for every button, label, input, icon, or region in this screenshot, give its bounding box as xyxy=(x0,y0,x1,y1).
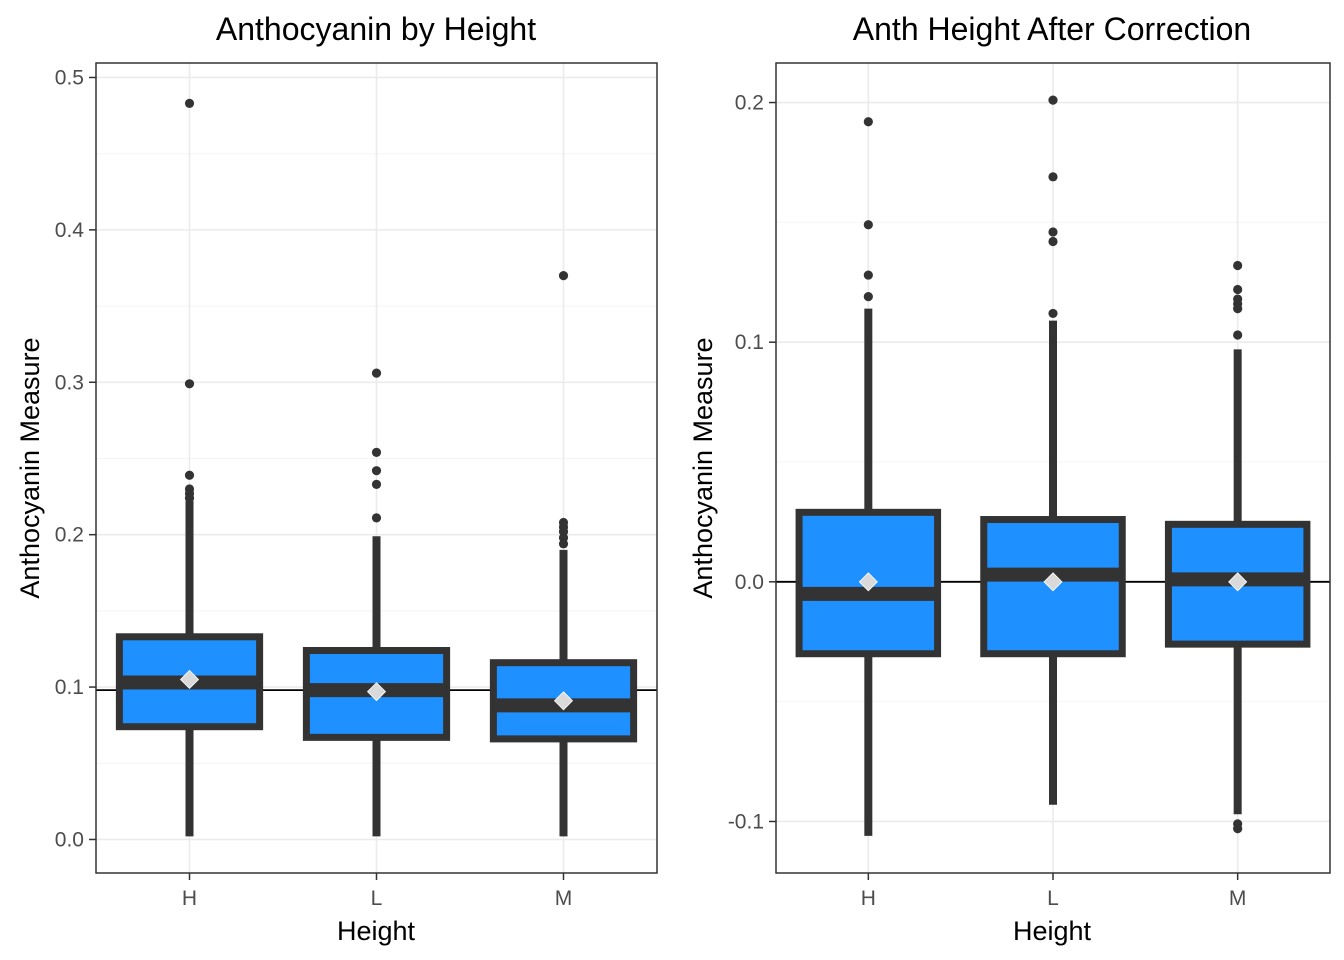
outlier-point xyxy=(863,117,873,127)
outlier-point xyxy=(1233,824,1243,834)
y-tick-label: 0.1 xyxy=(55,676,84,699)
box-m xyxy=(489,270,638,837)
x-tick-label: L xyxy=(1047,887,1059,910)
y-axis-label: Anthocyanin Measure xyxy=(688,337,718,598)
x-axis-label: Height xyxy=(337,916,416,946)
outlier-point xyxy=(1233,284,1243,295)
box-l xyxy=(980,95,1126,805)
outlier-point xyxy=(184,493,195,503)
box-h xyxy=(115,98,264,837)
outlier-point xyxy=(1233,260,1243,271)
outlier-point xyxy=(371,368,382,378)
outlier-point xyxy=(1048,227,1058,237)
y-tick-label: 0.3 xyxy=(55,371,84,394)
mean-marker xyxy=(1043,572,1063,592)
outlier-point xyxy=(371,447,382,457)
outlier-point xyxy=(1048,172,1058,182)
outlier-point xyxy=(371,513,382,523)
y-axis-label: Anthocyanin Measure xyxy=(15,337,45,598)
box-m xyxy=(1164,260,1311,834)
outlier-point xyxy=(184,98,195,108)
outlier-point xyxy=(371,466,382,476)
y-axis-ticks: 0.0 0.1 0.2 0.3 0.4 0.5 xyxy=(55,66,96,851)
outlier-point xyxy=(558,270,569,281)
mean-marker xyxy=(1228,572,1248,592)
x-tick-label: M xyxy=(555,887,573,910)
x-axis-label: Height xyxy=(1013,916,1092,946)
chart-title: Anthocyanin by Height xyxy=(216,11,536,47)
y-tick-label: 0.1 xyxy=(735,331,764,354)
outlier-point xyxy=(1048,308,1058,319)
outlier-point xyxy=(1233,330,1243,340)
panel-anth-height-after-correction: Anth Height After Correction -0.1 0.0 0.1 0… xyxy=(688,11,1331,946)
chart-title: Anth Height After Correction xyxy=(853,11,1251,47)
mean-marker xyxy=(179,669,200,690)
outlier-point xyxy=(863,270,873,280)
outlier-point xyxy=(1048,236,1058,247)
y-tick-label: 0.4 xyxy=(55,219,85,242)
boxes xyxy=(115,98,638,837)
x-tick-label: H xyxy=(182,887,197,910)
outlier-point xyxy=(863,292,873,302)
mean-marker xyxy=(553,691,574,711)
outlier-point xyxy=(371,479,382,489)
outlier-point xyxy=(1233,304,1243,314)
x-tick-label: L xyxy=(371,887,383,910)
outlier-point xyxy=(558,539,569,549)
panel-anthocyanin-by-height: Anthocyanin by Height 0.0 0.1 0.2 0.3 0.4 0.5… xyxy=(15,11,658,946)
x-tick-label: M xyxy=(1229,887,1247,910)
y-tick-label: 0.2 xyxy=(55,524,84,547)
y-tick-label: 0.0 xyxy=(55,828,84,851)
outlier-point xyxy=(1048,95,1058,105)
boxes xyxy=(795,95,1311,836)
box-h xyxy=(795,117,942,836)
y-tick-label: -0.1 xyxy=(728,810,764,833)
y-tick-label: 0.5 xyxy=(55,66,84,89)
y-axis-ticks: -0.1 0.0 0.1 0.2 xyxy=(728,92,776,833)
mean-marker xyxy=(366,682,387,702)
outlier-point xyxy=(863,220,873,230)
y-tick-label: 0.0 xyxy=(735,571,764,594)
outlier-point xyxy=(184,470,195,480)
outlier-point xyxy=(184,379,195,389)
y-tick-label: 0.2 xyxy=(735,92,764,115)
box-l xyxy=(302,368,451,837)
x-tick-label: H xyxy=(861,887,876,910)
mean-marker xyxy=(858,572,878,592)
